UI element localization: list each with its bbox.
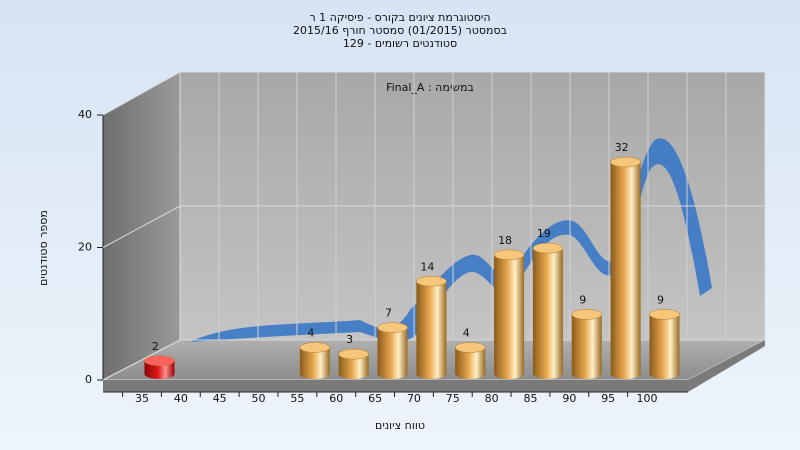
x-tick-label: 100 (637, 392, 658, 405)
bar-top (299, 342, 331, 353)
left-wall (102, 71, 181, 381)
value-label: 19 (537, 227, 551, 240)
bar-top (377, 322, 408, 333)
bar (454, 342, 486, 379)
floor-edge (103, 340, 765, 392)
bar-top (338, 348, 369, 360)
bar-top (454, 342, 486, 353)
value-label: 4 (307, 327, 314, 340)
bar-top (144, 355, 175, 366)
bar-body (610, 162, 641, 374)
x-axis-label: טווח ציונים (375, 419, 425, 432)
annotation: Final_A : במשימה (386, 81, 474, 94)
bar-base (455, 369, 486, 379)
bar (649, 309, 680, 379)
bar (416, 276, 447, 379)
bar-top (571, 309, 603, 320)
bar (299, 342, 331, 379)
value-label: 14 (420, 260, 434, 273)
value-label: 9 (579, 293, 586, 306)
bar-base (649, 369, 680, 379)
bar-top (532, 242, 564, 254)
value-label: 7 (385, 307, 392, 320)
y-tick-label: 20 (78, 241, 92, 254)
grid-line (102, 339, 181, 381)
x-tick-label: 80 (485, 392, 499, 405)
bar-base (610, 369, 641, 379)
bar-base (494, 369, 525, 379)
grid-line (102, 71, 181, 116)
title-line: סטודנטים רשומים - 129 (343, 37, 457, 50)
bar (610, 156, 641, 379)
title-line: בסמסטר (01/2015) סמסטר חורף 2015/16 (293, 24, 507, 37)
bar-body (649, 314, 680, 374)
value-label: 4 (463, 327, 470, 340)
bar-body (416, 281, 447, 374)
bar-body (377, 327, 408, 374)
bar (571, 309, 603, 379)
value-label: 9 (657, 293, 664, 306)
bar-base (299, 369, 330, 379)
x-tick-label: 85 (524, 392, 538, 405)
bar (338, 348, 369, 379)
y-axis-label: מספר סטודנטים (37, 210, 50, 286)
x-tick-label: 70 (407, 392, 421, 405)
x-tick-label: 90 (562, 392, 576, 405)
bar-base (338, 369, 369, 379)
bar-top (610, 156, 641, 168)
bar-base (416, 369, 447, 379)
bar-top (649, 309, 680, 320)
x-tick-label: 35 (135, 392, 149, 405)
bar (493, 249, 525, 379)
x-tick-label: 40 (174, 392, 188, 405)
ribbon (190, 138, 712, 342)
value-label: 2 (152, 340, 159, 353)
bar-body (338, 354, 369, 374)
x-tick-label: 55 (290, 392, 304, 405)
y-tick-label: 40 (78, 108, 92, 121)
bar-base (532, 369, 563, 379)
bar-body (571, 314, 602, 374)
bar-body (532, 248, 563, 374)
x-tick-label: 65 (368, 392, 382, 405)
value-label: 3 (346, 333, 353, 346)
x-tick-label: 60 (329, 392, 343, 405)
bar-base (571, 369, 602, 379)
bar (144, 355, 175, 379)
bar-body (494, 254, 525, 374)
bar-top (493, 249, 525, 260)
value-label: 32 (615, 141, 629, 154)
x-tick-label: 75 (446, 392, 460, 405)
bar-base (144, 369, 175, 379)
value-label: 18 (498, 234, 512, 247)
bar-base (377, 369, 408, 379)
grid-line (102, 205, 181, 248)
y-tick-label: 0 (85, 373, 92, 386)
x-tick-label: 50 (252, 392, 266, 405)
x-tick-label: 95 (601, 392, 615, 405)
bar (377, 322, 408, 379)
x-tick-label: 45 (213, 392, 227, 405)
title-line: היסטוגרמת ציונים בקורס - פיסיקה 1 ר (309, 11, 490, 24)
bar-top (416, 276, 447, 287)
bar (532, 242, 564, 379)
